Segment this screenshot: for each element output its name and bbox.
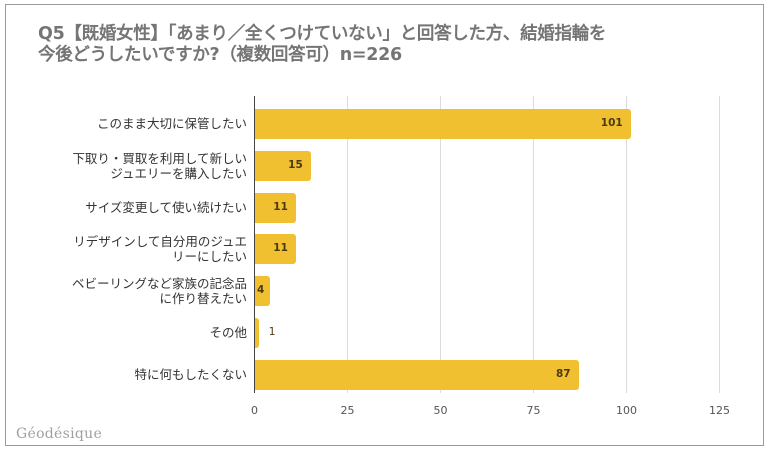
category-label-line1: 下取り・買取を利用して新しい [72,150,247,166]
bar-value-label: 87 [556,367,571,380]
chart-title: Q5【既婚女性】「あまり／全くつけていない」と回答した方、結婚指輪を 今後どうし… [38,24,738,66]
category-label-line1: サイズ変更して使い続けたい [85,199,247,215]
x-tick-label: 100 [616,404,637,417]
x-tick-label: 75 [526,404,541,417]
bar [255,276,270,307]
category-label-line1: リデザインして自分用のジュエ [73,234,247,250]
chart-title-line1: Q5【既婚女性】「あまり／全くつけていない」と回答した方、結婚指輪を [38,24,607,44]
category-label: サイズ変更して使い続けたい [85,200,247,215]
category-label: ベビーリングなど家族の記念品 に作り替えたい [72,276,247,306]
category-label-line1: ベビーリングなど家族の記念品 [71,276,247,292]
x-tick-label: 50 [433,404,448,417]
bar-value-label: 101 [600,117,623,129]
gridline [719,96,720,393]
bar [255,192,296,223]
bar-value-label: 4 [257,284,265,297]
bar-value-label: 1 [268,326,276,338]
gridline [440,96,441,393]
bar [255,318,259,348]
category-label: 特に何もしたくない [134,367,247,382]
bar-value-label: 15 [288,158,303,171]
y-axis-line [254,96,255,393]
x-tick-label: 0 [251,404,258,417]
category-label: その他 [209,325,247,340]
gridline [533,96,534,393]
bar [255,234,296,265]
category-label: リデザインして自分用のジュエ リーにしたい [73,234,247,264]
gridline [347,96,348,393]
category-label-line1: 特に何もしたくない [134,366,247,382]
bar [255,109,631,139]
category-label-line1: このまま大切に保管したい [96,116,247,131]
category-label-line2: に作り替えたい [159,291,247,307]
x-tick-label: 25 [340,404,355,417]
category-label: 下取り・買取を利用して新しい ジュエリーを購入したい [72,151,247,181]
bar [255,150,311,181]
category-label-line1: その他 [209,325,247,340]
bar-value-label: 11 [273,200,288,213]
x-tick-label: 125 [709,404,730,417]
bar [255,359,579,390]
brand-logo: Géodésique [16,426,103,442]
category-label-line2: ジュエリーを購入したい [110,165,247,181]
category-label-line2: リーにしたい [171,249,247,265]
bar-value-label: 11 [273,242,288,255]
chart-title-line2: 今後どうしたいですか?（複数回答可）n=226 [38,45,402,65]
category-label: このまま大切に保管したい [97,116,247,131]
gridline [626,96,627,393]
